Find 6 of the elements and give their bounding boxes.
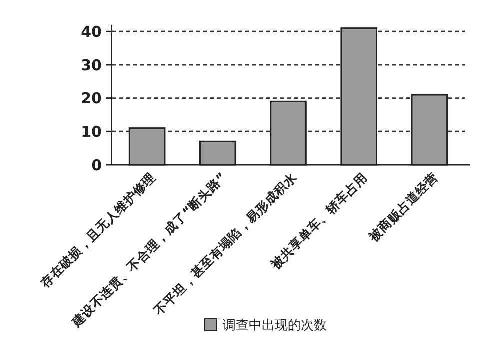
y-tick-label: 40 bbox=[81, 22, 102, 41]
y-tick-label: 0 bbox=[92, 156, 102, 174]
y-tick-label: 20 bbox=[81, 90, 102, 108]
y-tick-label: 30 bbox=[81, 56, 102, 74]
y-tick-label: 10 bbox=[81, 122, 102, 141]
legend-label: 调查中出现的次数 bbox=[223, 318, 327, 334]
